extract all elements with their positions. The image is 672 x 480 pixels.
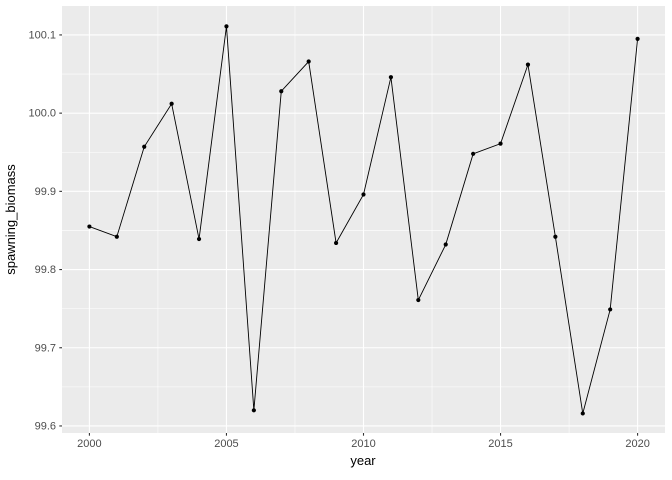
data-point [361,192,366,197]
data-point [169,101,174,106]
data-point [443,242,448,247]
x-tick-label: 2005 [214,438,238,450]
y-tick-label: 100.0 [28,108,56,120]
data-point [114,234,119,239]
y-axis-title: spawning_biomass [3,164,18,275]
y-tick-label: 99.7 [35,342,56,354]
x-tick-label: 2020 [625,438,649,450]
data-point [580,411,585,416]
data-point [333,240,339,246]
y-tick-label: 99.6 [35,420,56,432]
data-point [142,144,147,149]
data-point [498,141,503,146]
data-point [196,236,202,242]
y-tick-label: 99.8 [35,264,56,276]
data-point [279,89,284,94]
data-point [224,24,229,29]
x-tick-label: 2015 [488,438,512,450]
y-tick-label: 99.9 [35,186,56,198]
x-axis-title: year [350,453,376,468]
data-point [306,59,311,64]
data-point [87,224,92,229]
data-point [525,62,531,67]
data-point [416,297,421,303]
y-tick-label: 100.1 [28,29,56,41]
data-point [635,36,640,41]
data-point [553,234,558,239]
data-point [608,307,613,312]
data-point [251,408,256,413]
x-tick-label: 2010 [351,438,375,450]
x-tick-label: 2000 [77,438,101,450]
data-point [388,75,394,80]
data-point [471,151,476,156]
